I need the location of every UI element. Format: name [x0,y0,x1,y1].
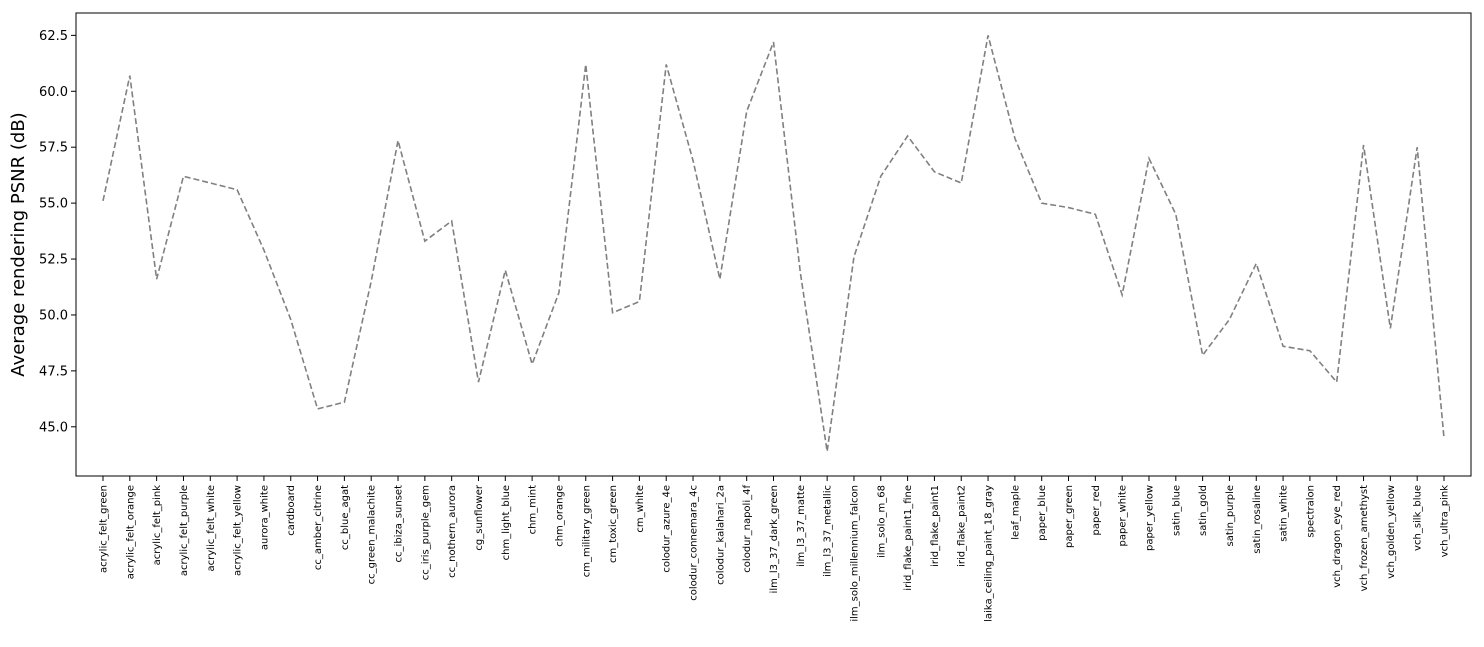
x-tick-label: satin_gold [1198,485,1209,536]
x-tick-label: cm_military_green [581,485,592,577]
x-tick-label: cg_sunflower [474,484,485,550]
x-tick-label: chm_light_blue [501,485,512,560]
data-point [1442,436,1446,440]
x-tick-label: colodur_napoli_4f [742,485,753,573]
x-tick-label: cc_blue_agat [340,485,351,550]
x-tick-label: vch_silk_blue [1413,485,1424,551]
x-tick-label: ilm_l3_37_matte [796,485,807,567]
x-tick-label: ilm_solo_millennium_falcon [849,485,860,622]
x-tick-label: acrylic_felt_purple [179,485,190,576]
x-tick-label: acrylic_felt_orange [125,485,136,579]
y-tick-label: 55.0 [39,197,68,212]
x-tick-label: vch_frozen_amethyst [1359,485,1370,591]
x-tick-label: vch_dragon_eye_red [1332,485,1343,588]
x-tick-label: colodur_kalahari_2a [715,485,726,585]
x-tick-label: satin_blue [1171,485,1182,536]
x-tick-label: chm_mint [528,485,539,534]
x-tick-label: acrylic_felt_white [206,485,217,571]
x-tick-label: paper_red [1091,485,1102,535]
x-tick-label: cc_ibiza_sunset [394,485,405,563]
x-tick-label: satin_purple [1225,485,1236,546]
x-tick-label: leaf_maple [1010,485,1021,540]
y-tick-label: 45.0 [39,420,68,435]
x-tick-label: chm_orange [554,485,565,547]
x-tick-label: cc_iris_purple_gem [420,485,431,580]
x-tick-label: vch_golden_yellow [1386,485,1397,579]
data-point [798,270,802,274]
x-tick-label: cardboard [286,485,297,536]
x-tick-label: cc_nothern_aurora [447,485,458,578]
y-axis-ticks: 45.0 47.5 50.0 52.5 55.0 57.5 60.0 62.5 [39,29,76,435]
x-tick-label: cm_toxic_green [608,485,619,563]
x-tick-label: colodur_connemara_4c [689,485,700,601]
x-tick-label: paper_white [1118,485,1129,546]
psnr-series [102,35,1446,452]
x-tick-label: satin_rosaline [1252,485,1263,554]
x-tick-label: acrylic_felt_yellow [233,485,244,576]
x-tick-label: paper_green [1064,485,1075,548]
y-tick-label: 52.5 [39,253,68,268]
x-tick-label: aurora_white [259,485,270,550]
x-tick-label: vch_ultra_pink [1440,485,1451,557]
y-tick-label: 50.0 [39,308,68,323]
y-tick-label: 47.5 [39,364,68,379]
x-tick-label: laika_ceiling_paint_18_gray [984,485,995,622]
y-tick-label: 62.5 [39,29,68,44]
x-tick-label: spectralon [1305,485,1316,538]
x-tick-label: paper_blue [1037,485,1048,541]
x-tick-label: paper_yellow [1144,485,1155,551]
x-tick-label: satin_white [1279,485,1290,542]
x-tick-label: ilm_l3_37_metallic [823,485,834,577]
x-tick-label: cc_amber_citrine [313,485,324,570]
x-tick-label: ilm_l3_37_dark_green [769,485,780,593]
y-tick-label: 60.0 [39,85,68,100]
x-axis-ticks: acrylic_felt_green acrylic_felt_orange acr… [99,476,1451,622]
x-tick-label: irid_flake_paint1_fine [903,485,914,591]
x-tick-label: irid_flake_paint2 [957,485,968,567]
y-tick-label: 57.5 [39,141,68,156]
x-tick-label: colodur_azure_4e [662,485,673,573]
x-tick-label: ilm_solo_m_68 [876,485,887,558]
x-tick-label: acrylic_felt_green [99,485,110,573]
x-tick-label: cm_white [635,485,646,533]
x-tick-label: acrylic_felt_pink [152,485,163,566]
plot-frame [75,12,1472,477]
y-axis-label: Average rendering PSNR (dB) [8,112,29,376]
x-tick-label: irid_flake_paint1 [930,485,941,567]
series-line [102,35,1445,452]
x-tick-label: cc_green_malachite [367,485,378,584]
data-point [584,62,588,66]
